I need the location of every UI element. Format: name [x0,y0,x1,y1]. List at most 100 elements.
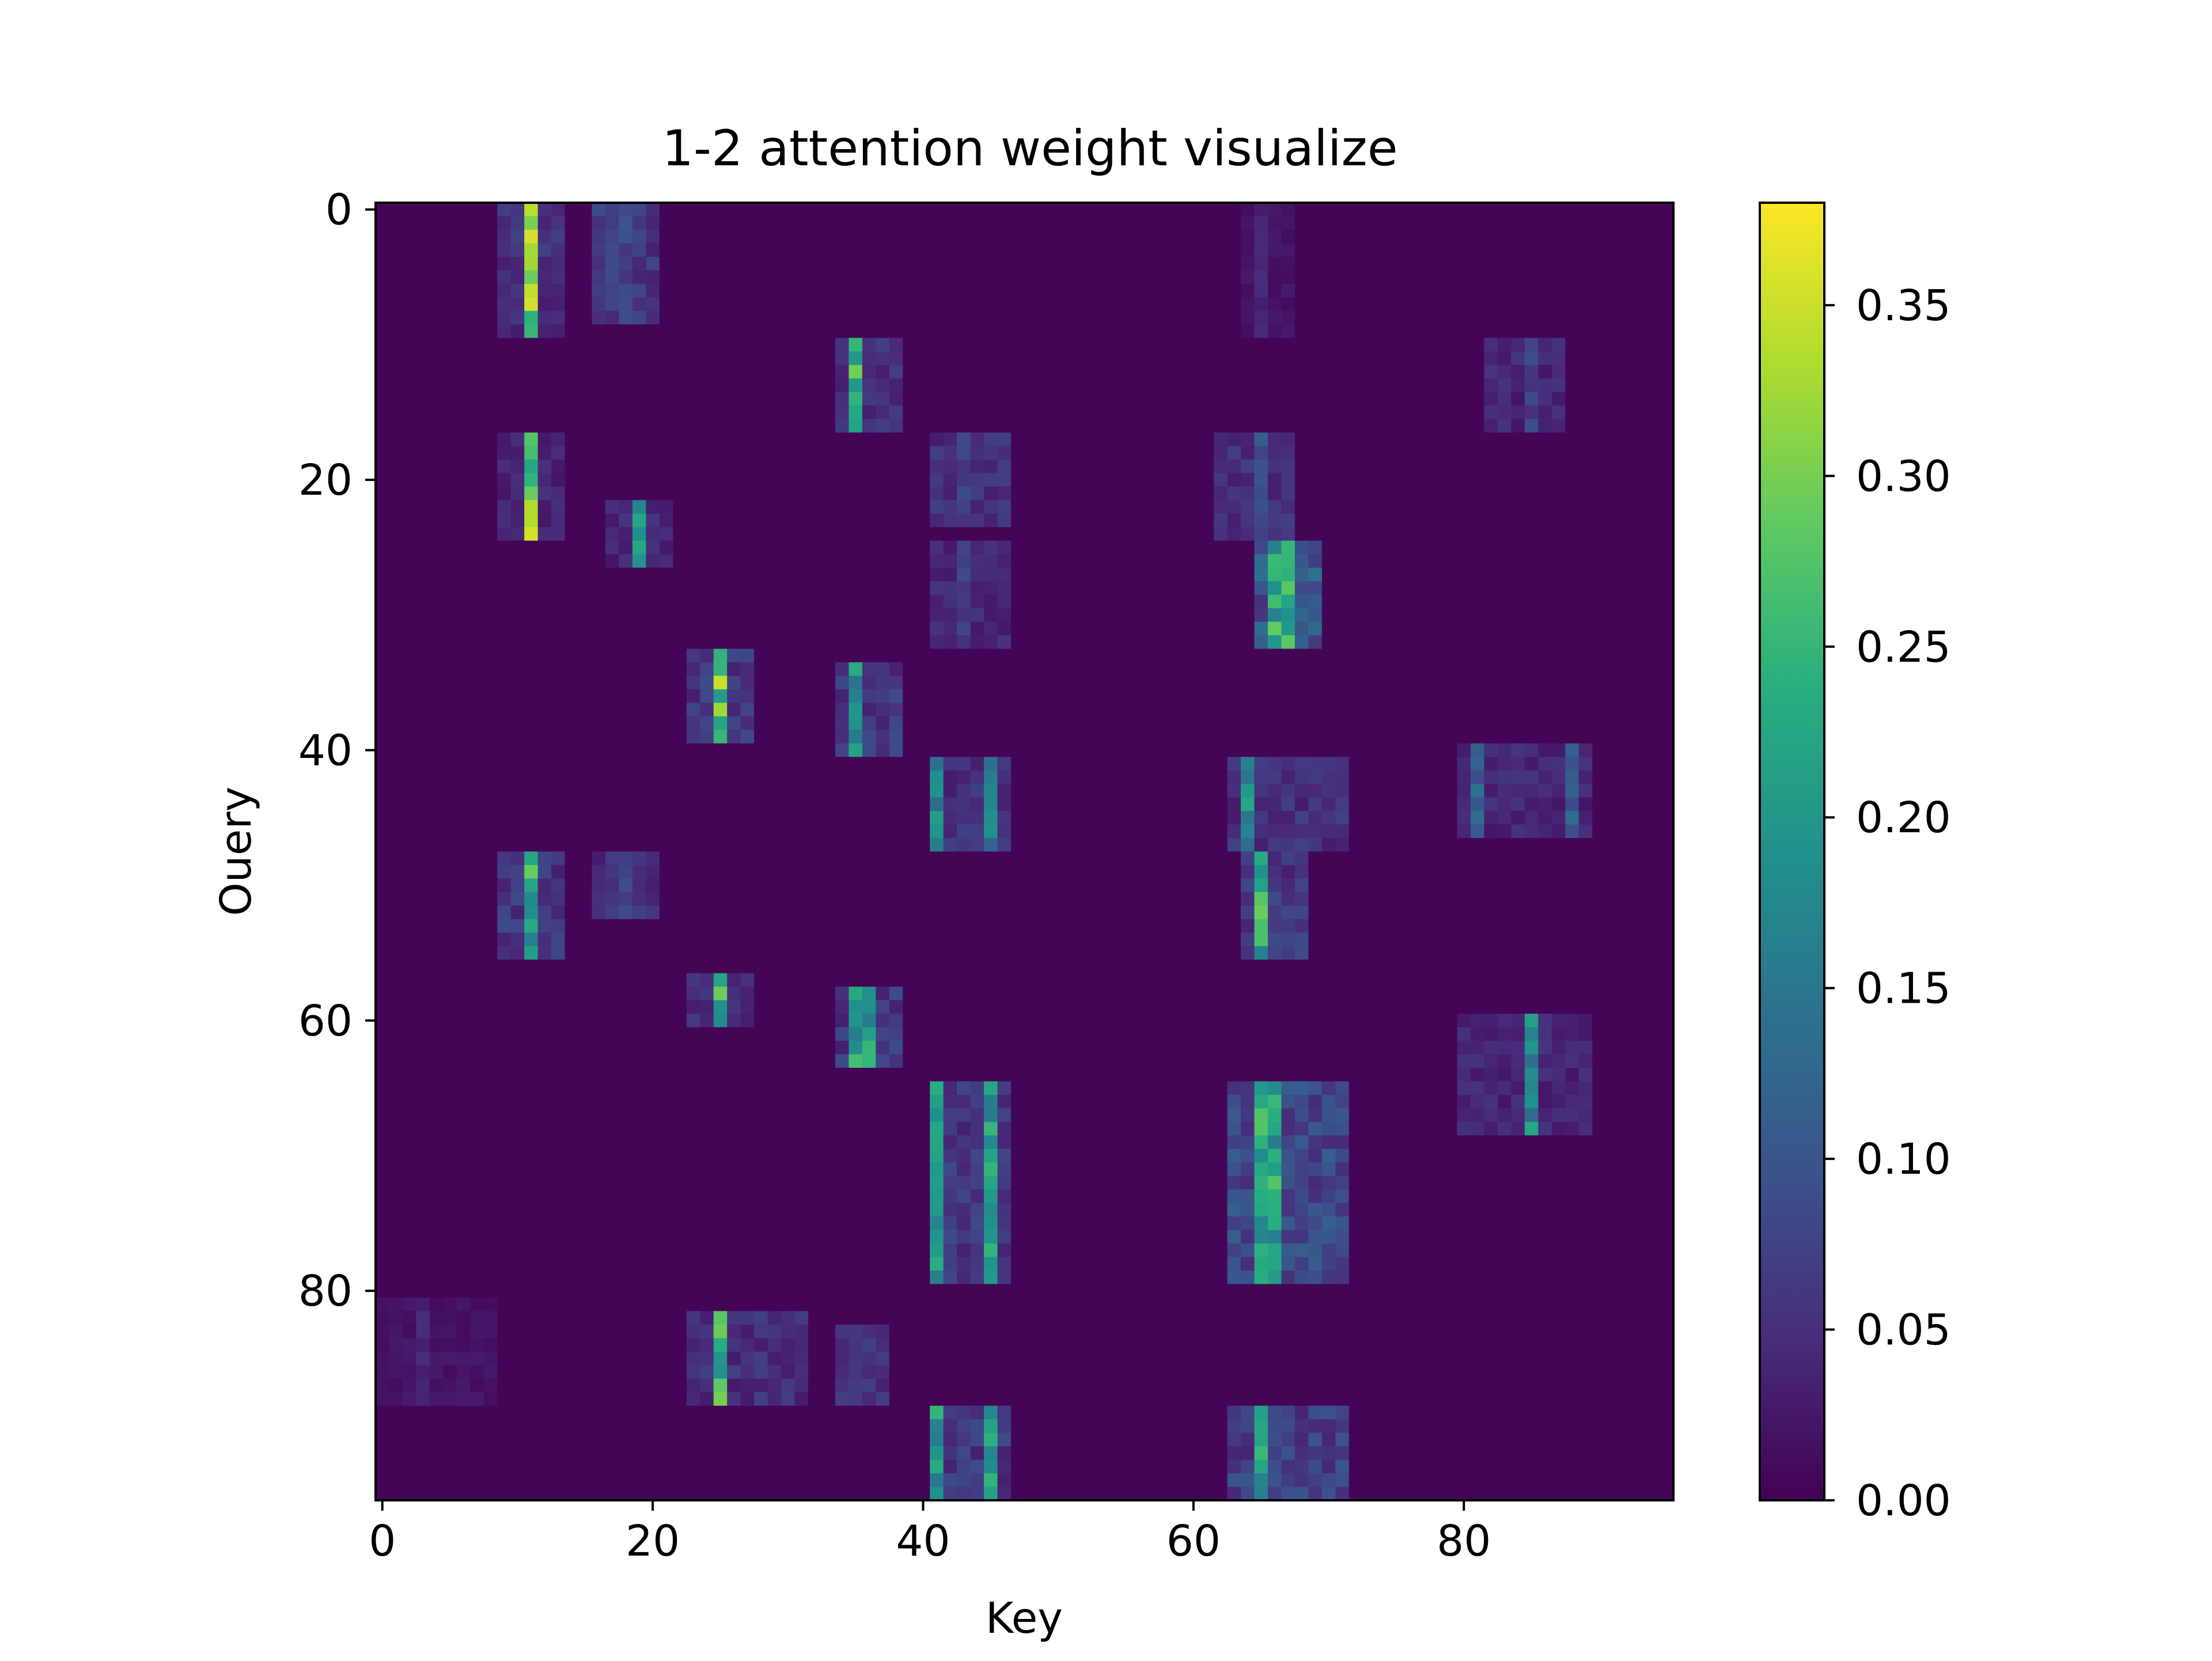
heatmap-cell [1241,851,1255,866]
heatmap-cell [578,581,593,596]
heatmap-cell [1187,716,1201,730]
heatmap-cell [781,216,796,230]
heatmap-cell [849,770,863,784]
heatmap-cell [1146,676,1160,690]
heatmap-cell [1065,811,1079,825]
heatmap-cell [1619,743,1634,757]
heatmap-cell [1092,203,1106,217]
heatmap-cell [1160,256,1174,271]
heatmap-cell [1403,703,1417,717]
heatmap-cell [1092,784,1106,798]
heatmap-cell [565,864,579,879]
heatmap-cell [1349,486,1363,500]
heatmap-cell [781,662,796,677]
heatmap-cell [1146,243,1160,257]
heatmap-cell [713,527,728,541]
heatmap-cell [483,324,498,339]
heatmap-cell [1484,473,1498,487]
heatmap-cell [443,203,457,217]
heatmap-cell [1321,662,1336,677]
heatmap-cell [821,797,836,811]
heatmap-cell [1281,540,1296,555]
heatmap-cell [740,283,755,298]
heatmap-cell [1511,283,1525,298]
heatmap-cell [1227,540,1241,555]
heatmap-cell [1538,621,1552,636]
heatmap-cell [1294,743,1309,757]
heatmap-cell [1227,365,1241,379]
heatmap-cell [876,703,890,717]
heatmap-cell [646,540,660,555]
heatmap-cell [957,554,971,568]
heatmap-cell [1538,405,1552,420]
heatmap-cell [1633,203,1647,217]
heatmap-cell [713,797,728,811]
heatmap-cell [1200,689,1214,703]
heatmap-cell [1092,703,1106,717]
heatmap-cell [1335,540,1350,555]
heatmap-cell [767,784,782,798]
heatmap-cell [1105,649,1120,663]
heatmap-cell [1092,297,1106,312]
heatmap-cell [903,270,917,285]
heatmap-cell [1078,784,1093,798]
heatmap-cell [416,270,430,285]
heatmap-cell [416,554,430,568]
heatmap-cell [1349,419,1363,433]
heatmap-cell [510,716,525,730]
heatmap-cell [1660,811,1674,825]
heatmap-cell [767,824,782,839]
heatmap-cell [497,851,512,866]
heatmap-cell [1646,716,1661,730]
heatmap-cell [1173,662,1187,677]
heatmap-cell [781,283,796,298]
heatmap-cell [1376,797,1390,811]
heatmap-cell [1241,283,1255,298]
heatmap-cell [1551,797,1566,811]
heatmap-cell [1457,256,1471,271]
heatmap-cell [1511,229,1525,244]
heatmap-cell [1592,797,1607,811]
heatmap-cell [1511,662,1525,677]
heatmap-cell [916,229,930,244]
heatmap-cell [1092,446,1106,460]
heatmap-cell [1470,473,1485,487]
heatmap-cell [1619,838,1634,852]
heatmap-cell [1321,432,1336,447]
heatmap-cell [1349,743,1363,757]
heatmap-cell [470,419,484,433]
heatmap-cell [1254,256,1268,271]
heatmap-cell [1160,297,1174,312]
heatmap-cell [456,716,471,730]
heatmap-cell [1105,473,1120,487]
heatmap-cell [605,621,620,636]
heatmap-cell [1660,500,1674,514]
heatmap-cell [537,757,552,771]
heatmap-cell [443,594,457,609]
heatmap-cell [1160,662,1174,677]
heatmap-cell [767,811,782,825]
heatmap-cell [1335,351,1350,366]
heatmap-cell [429,635,444,650]
heatmap-cell [578,419,593,433]
heatmap-cell [578,649,593,663]
heatmap-cell [1444,621,1458,636]
heatmap-cell [1321,459,1336,473]
heatmap-cell [862,662,876,677]
heatmap-cell [876,649,890,663]
heatmap-cell [1524,337,1539,352]
heatmap-cell [930,405,944,420]
heatmap-cell [456,513,471,528]
heatmap-cell [619,365,633,379]
heatmap-cell [1241,473,1255,487]
heatmap-cell [1430,324,1444,339]
heatmap-cell [1444,770,1458,784]
heatmap-cell [889,270,903,285]
heatmap-cell [1511,797,1525,811]
heatmap-cell [443,554,457,568]
heatmap-cell [1214,851,1228,866]
heatmap-cell [1619,405,1634,420]
heatmap-cell [1660,283,1674,298]
heatmap-cell [497,256,512,271]
heatmap-cell [1024,270,1039,285]
